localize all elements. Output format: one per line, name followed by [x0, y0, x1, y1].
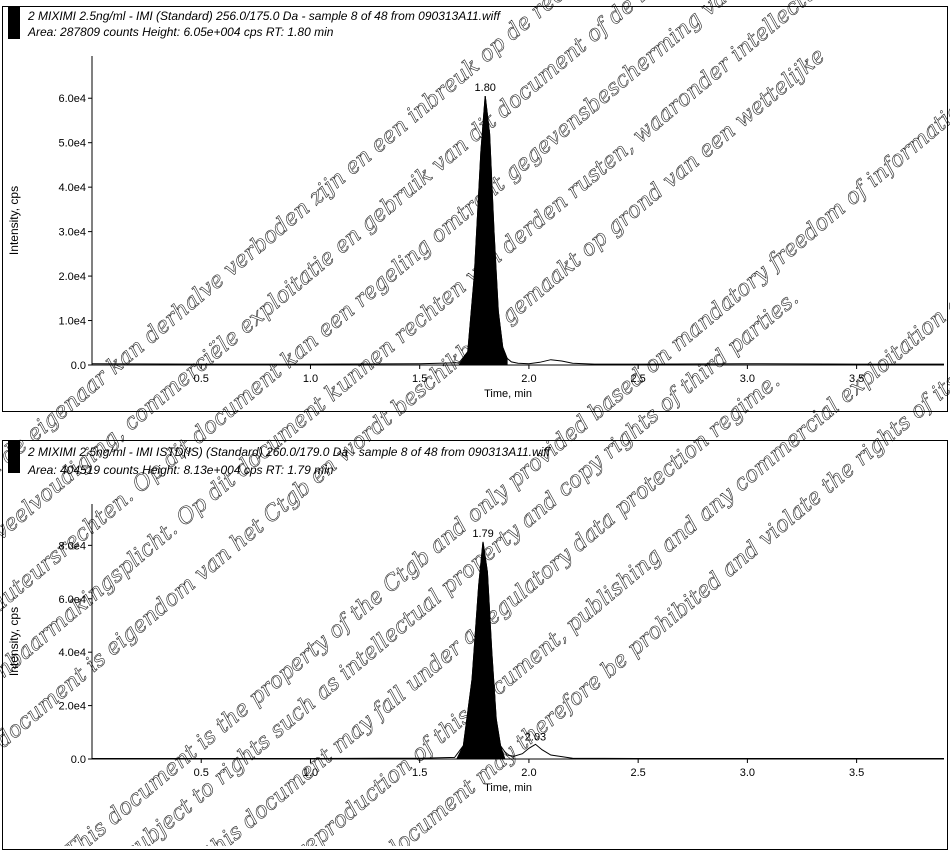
y-axis-label: Intensity, cps	[7, 607, 21, 676]
panel-frame-1	[2, 6, 948, 412]
chromatogram-panel-1: 2 MIXIMI 2.5ng/ml - IMI (Standard) 256.0…	[0, 0, 950, 412]
x-tick-label: 1.0	[303, 373, 318, 385]
x-tick-label: 3.5	[849, 373, 864, 385]
x-tick-label: 1.5	[412, 767, 427, 779]
peak-rt-label: 1.80	[475, 82, 496, 94]
panel-subtitle-2: Area: 404519 counts Height: 8.13e+004 cp…	[28, 463, 334, 477]
panel-subtitle-1: Area: 287809 counts Height: 6.05e+004 cp…	[28, 25, 334, 39]
y-tick-label: 8.0e4	[58, 540, 86, 552]
panel-marker-1	[8, 7, 20, 39]
panel-title-1: 2 MIXIMI 2.5ng/ml - IMI (Standard) 256.0…	[28, 9, 501, 23]
x-tick-label: 2.0	[521, 767, 536, 779]
y-tick-label: 5.0e4	[58, 138, 86, 150]
peak-rt-label: 1.79	[472, 528, 493, 540]
x-tick-label: 3.0	[740, 373, 755, 385]
x-tick-label: 1.0	[303, 767, 318, 779]
x-tick-label: 2.5	[631, 373, 646, 385]
chromatogram-panel-2: 2 MIXIMI 2.5ng/ml - IMI ISTD(IS) (Standa…	[0, 436, 950, 850]
secondary-peak-rt-label: 2.03	[525, 731, 546, 743]
x-tick-label: 0.5	[194, 767, 209, 779]
x-axis-label: Time, min	[484, 782, 532, 794]
x-axis-label: Time, min	[484, 388, 532, 400]
x-tick-label: 0.5	[194, 373, 209, 385]
x-tick-label: 3.5	[849, 767, 864, 779]
y-tick-label: 2.0e4	[58, 701, 86, 713]
y-tick-label: 0.0	[71, 754, 86, 766]
y-tick-label: 6.0e4	[58, 93, 86, 105]
panel-title-2: 2 MIXIMI 2.5ng/ml - IMI ISTD(IS) (Standa…	[28, 445, 551, 459]
y-axis-label: Intensity, cps	[7, 186, 21, 255]
chromatogram-plot-1: 0.0 1.0e4 2.0e4 3.0e4 4.0e4 5.0e4 6.0e4 0.5 1.0 1…	[7, 56, 944, 400]
x-tick-label: 1.5	[412, 373, 427, 385]
chromatogram-plot-2: 0.0 2.0e4 4.0e4 6.0e4 8.0e4 0.5 1.0 1.5 2.0 2.5 3.…	[7, 504, 944, 794]
series-trace	[91, 95, 944, 365]
y-tick-label: 0.0	[71, 360, 86, 372]
y-tick-label: 1.0e4	[58, 316, 86, 328]
panel-marker-2	[8, 441, 20, 473]
y-tick-label: 2.0e4	[58, 271, 86, 283]
x-tick-label: 3.0	[740, 767, 755, 779]
y-tick-label: 3.0e4	[58, 227, 86, 239]
y-tick-label: 4.0e4	[58, 647, 86, 659]
integrated-peak-area	[458, 95, 508, 366]
integrated-peak-area	[455, 541, 506, 760]
y-tick-label: 6.0e4	[58, 594, 86, 606]
y-tick-label: 4.0e4	[58, 182, 86, 194]
x-tick-label: 2.0	[521, 373, 536, 385]
series-trace	[92, 541, 944, 759]
x-tick-label: 2.5	[631, 767, 646, 779]
